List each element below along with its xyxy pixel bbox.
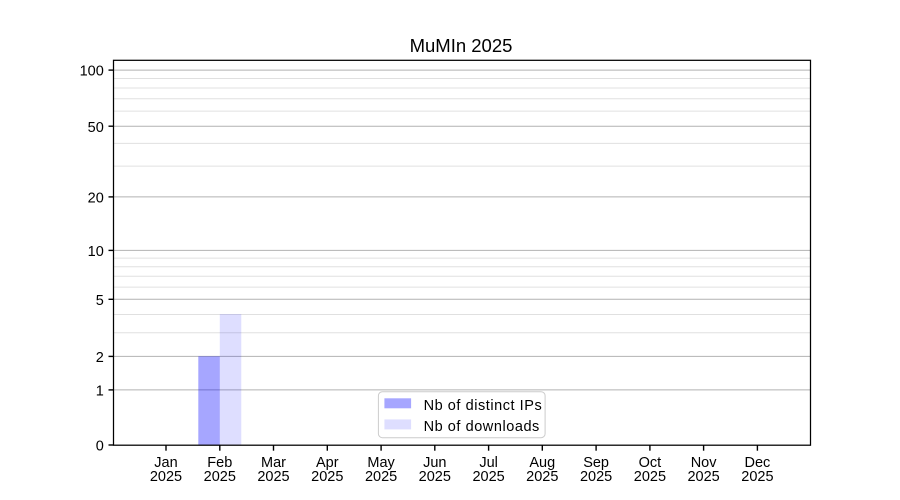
svg-text:Jun: Jun — [423, 455, 446, 471]
svg-text:10: 10 — [88, 244, 104, 260]
svg-text:Nb of distinct IPs: Nb of distinct IPs — [424, 398, 543, 414]
svg-text:100: 100 — [80, 64, 104, 80]
svg-text:2025: 2025 — [150, 469, 182, 485]
svg-text:2025: 2025 — [741, 469, 773, 485]
svg-text:Oct: Oct — [639, 455, 662, 471]
svg-text:2025: 2025 — [365, 469, 397, 485]
svg-text:2025: 2025 — [472, 469, 504, 485]
svg-text:Apr: Apr — [316, 455, 339, 471]
svg-text:2025: 2025 — [419, 469, 451, 485]
svg-text:20: 20 — [88, 191, 104, 207]
svg-text:Jul: Jul — [479, 455, 498, 471]
svg-text:Feb: Feb — [207, 455, 232, 471]
svg-text:Dec: Dec — [745, 455, 771, 471]
svg-text:Nov: Nov — [691, 455, 718, 471]
svg-text:2025: 2025 — [580, 469, 612, 485]
svg-text:May: May — [367, 455, 395, 471]
svg-text:0: 0 — [96, 439, 104, 455]
svg-text:2025: 2025 — [311, 469, 343, 485]
svg-text:Sep: Sep — [583, 455, 609, 471]
svg-text:50: 50 — [88, 120, 104, 136]
svg-text:1: 1 — [96, 384, 104, 400]
svg-text:2025: 2025 — [687, 469, 719, 485]
svg-text:2025: 2025 — [634, 469, 666, 485]
svg-text:Aug: Aug — [529, 455, 555, 471]
svg-text:2025: 2025 — [526, 469, 558, 485]
svg-text:2025: 2025 — [204, 469, 236, 485]
svg-text:MuMIn 2025: MuMIn 2025 — [410, 35, 513, 56]
svg-text:Jan: Jan — [154, 455, 177, 471]
svg-text:Mar: Mar — [261, 455, 286, 471]
svg-text:5: 5 — [96, 293, 104, 309]
svg-text:2: 2 — [96, 350, 104, 366]
svg-text:2025: 2025 — [257, 469, 289, 485]
svg-text:Nb of downloads: Nb of downloads — [424, 419, 540, 435]
